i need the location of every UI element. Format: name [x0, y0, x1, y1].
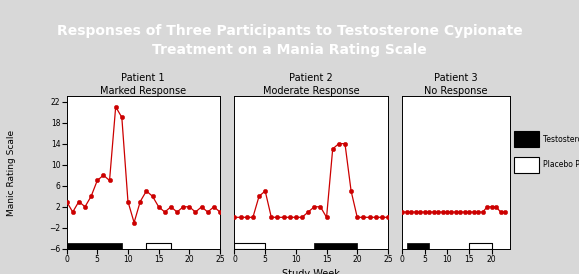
Text: Study Week: Study Week — [283, 269, 340, 274]
Title: Patient 3
No Response: Patient 3 No Response — [424, 73, 488, 96]
Text: Testosterone Treatment Period: Testosterone Treatment Period — [543, 135, 579, 144]
Title: Patient 1
Marked Response: Patient 1 Marked Response — [100, 73, 186, 96]
Text: Placebo Period: Placebo Period — [543, 161, 579, 169]
Text: Responses of Three Participants to Testosterone Cypionate
Treatment on a Mania R: Responses of Three Participants to Testo… — [57, 24, 522, 57]
Title: Patient 2
Moderate Response: Patient 2 Moderate Response — [263, 73, 360, 96]
Bar — [514, 131, 540, 147]
Text: Manic Rating Scale: Manic Rating Scale — [7, 130, 16, 216]
Bar — [514, 157, 540, 173]
